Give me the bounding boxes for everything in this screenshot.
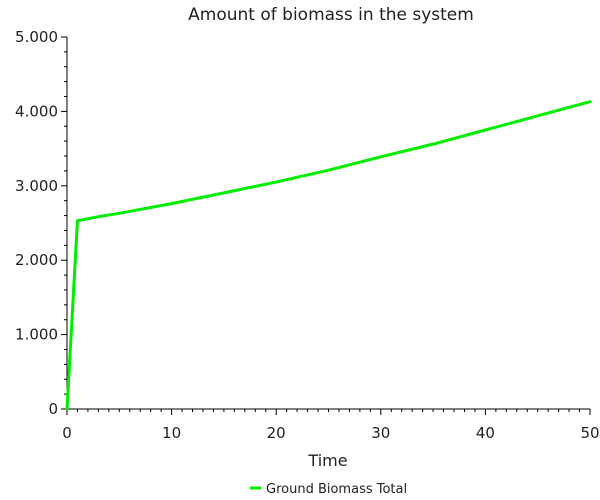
- x-tick-label: 40: [476, 424, 495, 442]
- x-axis-title: Time: [307, 451, 347, 470]
- chart-title: Amount of biomass in the system: [188, 5, 474, 25]
- y-tick-label: 2.000: [15, 251, 58, 269]
- y-axis: 0 1.000 2.000 3.000 4.000 5.000: [15, 28, 68, 418]
- y-tick-label: 5.000: [15, 28, 58, 46]
- x-tick-label: 0: [62, 424, 72, 442]
- x-axis: 0 10 20 30 40 50: [62, 408, 600, 442]
- x-tick-label: 20: [267, 424, 286, 442]
- x-tick-label: 10: [162, 424, 181, 442]
- y-tick-label: 4.000: [15, 102, 58, 120]
- y-tick-label: 3.000: [15, 177, 58, 195]
- legend: Ground Biomass Total: [250, 482, 407, 497]
- y-tick-label: 1.000: [15, 326, 58, 344]
- series-line-0: [65, 100, 592, 411]
- y-tick-label: 0: [48, 400, 58, 418]
- x-tick-label: 50: [580, 424, 599, 442]
- x-tick-label: 30: [371, 424, 390, 442]
- series-layer: [65, 100, 592, 411]
- legend-label: Ground Biomass Total: [266, 482, 407, 497]
